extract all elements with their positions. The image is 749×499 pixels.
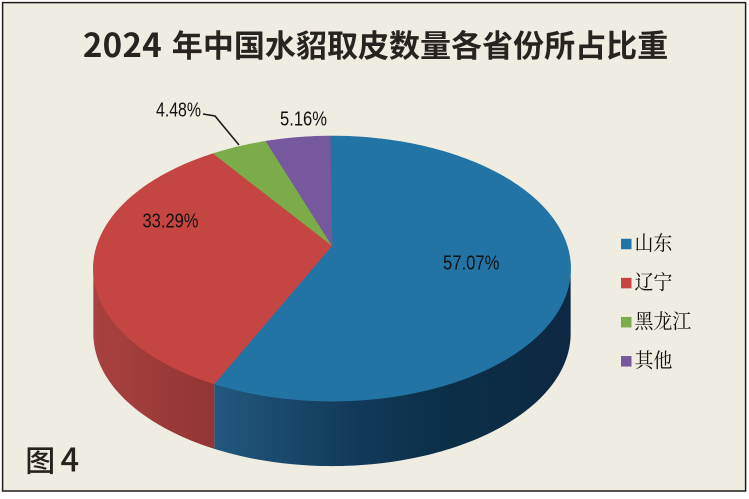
legend-label-1 xyxy=(635,272,672,292)
legend-swatch-3 xyxy=(621,356,632,367)
pie-wall-0 xyxy=(214,268,571,467)
label-leader-line xyxy=(202,113,240,146)
slice-label-1: 33.29% xyxy=(143,211,199,233)
pie-slice-3 xyxy=(265,135,333,246)
slice-label-0: 57.07% xyxy=(443,253,500,275)
pie-slice-1 xyxy=(93,153,333,385)
pie-wall-1 xyxy=(93,268,215,449)
legend-swatch-0 xyxy=(621,238,632,250)
figure-caption xyxy=(27,447,79,475)
slice-labels: 57.07% 33.29% 4.48% 5.16% xyxy=(143,100,500,275)
legend xyxy=(621,233,691,370)
legend-swatch-2 xyxy=(621,316,632,328)
pie-slice-0 xyxy=(213,135,571,402)
chart-title-text xyxy=(84,29,667,60)
pie-slice-2 xyxy=(213,140,333,246)
legend-label-3 xyxy=(635,350,672,370)
legend-item-1 xyxy=(621,272,672,292)
slice-label-3: 5.16% xyxy=(280,109,327,131)
legend-item-2 xyxy=(621,311,691,331)
legend-label-2 xyxy=(635,311,691,331)
slice-label-2: 4.48% xyxy=(156,100,201,122)
legend-swatch-1 xyxy=(621,277,632,289)
legend-item-3 xyxy=(621,350,672,370)
legend-item-0 xyxy=(621,233,672,252)
figure-caption-text xyxy=(27,447,79,475)
pie-slices xyxy=(93,135,571,402)
pie-walls xyxy=(93,268,571,467)
chart-title xyxy=(84,29,667,60)
